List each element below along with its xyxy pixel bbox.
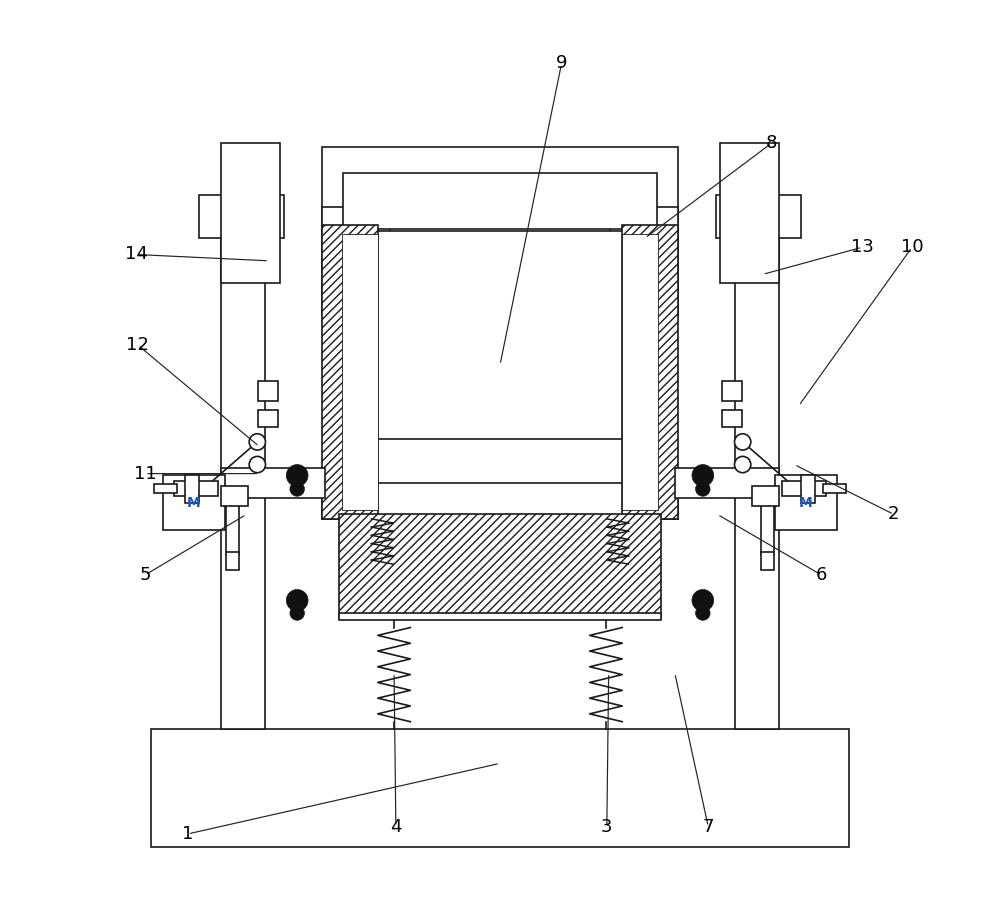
Text: 11: 11 xyxy=(134,465,156,483)
Bar xyxy=(151,729,849,846)
Text: 10: 10 xyxy=(901,239,923,256)
Bar xyxy=(775,476,837,529)
Bar xyxy=(221,195,265,729)
Text: 2: 2 xyxy=(888,506,900,523)
Text: 5: 5 xyxy=(139,566,151,584)
Bar xyxy=(258,382,278,401)
Circle shape xyxy=(735,456,751,473)
Bar xyxy=(373,231,627,439)
Text: 4: 4 xyxy=(390,818,402,835)
Circle shape xyxy=(735,434,751,450)
Circle shape xyxy=(696,482,710,496)
Circle shape xyxy=(290,606,304,620)
Bar xyxy=(675,468,779,498)
Bar xyxy=(221,143,280,283)
Bar xyxy=(174,481,218,496)
Bar xyxy=(722,410,742,426)
Text: M: M xyxy=(187,496,201,509)
Text: 12: 12 xyxy=(126,336,149,354)
Bar xyxy=(735,195,779,729)
Bar xyxy=(226,494,239,555)
Circle shape xyxy=(696,606,710,620)
Circle shape xyxy=(692,589,714,611)
Bar xyxy=(339,613,661,620)
Bar xyxy=(199,195,284,238)
Bar xyxy=(716,195,801,238)
Text: 6: 6 xyxy=(816,566,827,584)
Bar xyxy=(610,207,678,315)
Bar xyxy=(622,225,678,519)
Circle shape xyxy=(249,456,265,473)
Text: 7: 7 xyxy=(703,818,714,835)
Bar xyxy=(185,476,199,503)
Bar xyxy=(154,485,177,493)
Bar xyxy=(226,552,239,570)
Text: 9: 9 xyxy=(556,55,567,73)
Bar xyxy=(782,481,826,496)
Bar xyxy=(163,476,225,529)
Circle shape xyxy=(286,465,308,486)
Bar xyxy=(343,173,657,230)
Bar xyxy=(722,382,742,401)
Bar xyxy=(622,233,658,510)
Text: 8: 8 xyxy=(766,134,777,152)
Bar xyxy=(342,233,378,510)
Bar xyxy=(823,485,846,493)
Bar xyxy=(322,207,390,315)
Bar xyxy=(258,410,278,426)
Bar xyxy=(752,486,779,507)
Bar xyxy=(322,483,678,519)
Bar xyxy=(761,494,774,555)
Circle shape xyxy=(692,465,714,486)
Text: M: M xyxy=(799,496,813,509)
Circle shape xyxy=(286,589,308,611)
Text: 3: 3 xyxy=(601,818,613,835)
Bar xyxy=(322,147,678,222)
Text: 14: 14 xyxy=(125,245,147,263)
Bar xyxy=(322,225,378,519)
Text: 1: 1 xyxy=(182,825,193,843)
Circle shape xyxy=(249,434,265,450)
Bar xyxy=(221,486,248,507)
Bar xyxy=(801,476,815,503)
Bar xyxy=(221,468,325,498)
Bar xyxy=(720,143,779,283)
Bar xyxy=(339,515,661,619)
Bar xyxy=(761,552,774,570)
Text: 13: 13 xyxy=(851,239,874,256)
Circle shape xyxy=(290,482,304,496)
